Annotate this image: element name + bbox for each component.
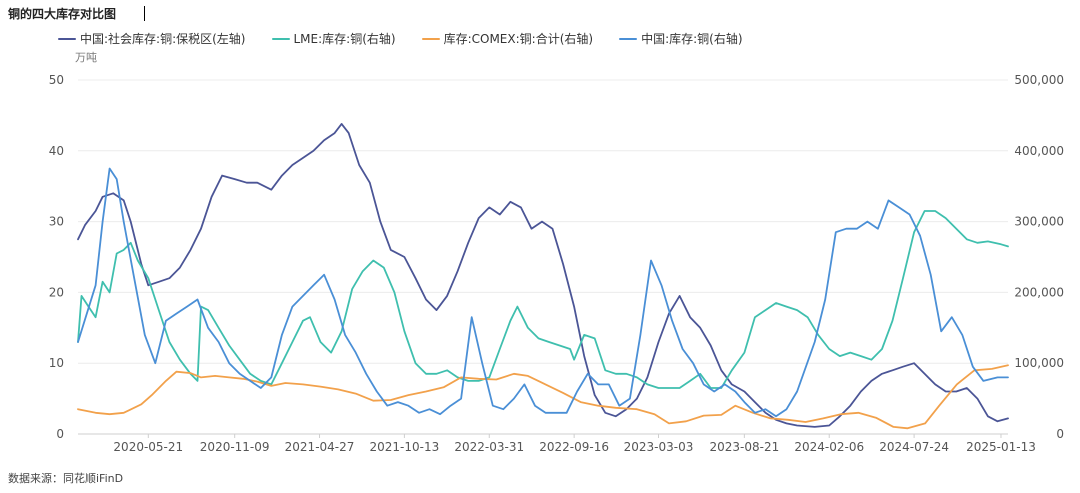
legend-item-1: 中国:社会库存:铜:保税区(左轴) — [58, 30, 246, 47]
x-axis-tick-label: 2023-03-03 — [624, 440, 694, 454]
x-axis-tick-label: 2020-11-09 — [200, 440, 270, 454]
right-axis-tick-label: 0 — [1056, 427, 1064, 441]
left-axis-tick-label: 20 — [49, 285, 64, 299]
legend-swatch — [58, 37, 76, 40]
right-axis-tick-label: 400,000 — [1014, 144, 1064, 158]
legend-swatch — [271, 37, 290, 40]
legend-item-3: 库存:COMEX:铜:合计(右轴) — [421, 30, 594, 47]
x-axis-tick-label: 2025-01-13 — [966, 440, 1036, 454]
legend-swatch — [619, 37, 638, 40]
right-axis-tick-label: 500,000 — [1014, 73, 1064, 87]
series-line-1 — [77, 123, 1009, 428]
legend-item-4: 中国:库存:铜(右轴) — [619, 30, 743, 47]
series-line-2 — [77, 210, 1009, 389]
legend-label: LME:库存:铜(右轴) — [293, 32, 396, 46]
x-axis-tick-label: 2020-05-21 — [113, 440, 183, 454]
x-axis-tick-label: 2021-10-13 — [370, 440, 440, 454]
x-axis-tick-label: 2021-04-27 — [285, 440, 355, 454]
right-axis-tick-label: 200,000 — [1014, 285, 1064, 299]
right-axis-tick-label: 100,000 — [1014, 356, 1064, 370]
x-axis-tick-label: 2024-02-06 — [794, 440, 864, 454]
right-axis-tick-label: 300,000 — [1014, 215, 1064, 229]
left-axis-tick-label: 40 — [49, 144, 64, 158]
chart-title: 铜的四大库存对比图 — [8, 7, 117, 21]
legend-swatch — [421, 37, 440, 40]
legend-label: 库存:COMEX:铜:合计(右轴) — [443, 32, 594, 46]
text-cursor — [144, 6, 145, 21]
legend-item-2: LME:库存:铜(右轴) — [271, 30, 396, 47]
series-line-3 — [77, 364, 1009, 430]
left-axis-tick-label: 10 — [49, 356, 64, 370]
legend-label: 中国:库存:铜(右轴) — [641, 32, 743, 46]
left-axis-tick-label: 30 — [49, 215, 64, 229]
series-line-4 — [77, 167, 1009, 418]
legend-label: 中国:社会库存:铜:保税区(左轴) — [80, 32, 246, 46]
left-axis-tick-label: 0 — [56, 427, 64, 441]
x-axis-tick-label: 2024-07-24 — [879, 440, 949, 454]
x-axis-tick-label: 2023-08-21 — [709, 440, 779, 454]
data-source-note: 数据来源：同花顺iFinD — [8, 472, 124, 485]
left-axis-tick-label: 50 — [49, 73, 64, 87]
left-axis-unit: 万吨 — [75, 51, 97, 64]
x-axis-tick-label: 2022-09-16 — [539, 440, 609, 454]
x-axis-tick-label: 2022-03-31 — [454, 440, 524, 454]
chart-legend: 中国:社会库存:铜:保税区(左轴) LME:库存:铜(右轴) 库存:COMEX:铜:… — [58, 30, 769, 47]
